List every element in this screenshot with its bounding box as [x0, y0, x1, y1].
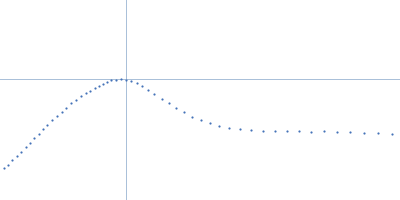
- Point: [198, 119, 204, 122]
- Point: [296, 130, 302, 133]
- Point: [389, 132, 395, 135]
- Point: [87, 89, 93, 92]
- Point: [82, 91, 89, 95]
- Point: [22, 146, 29, 149]
- Point: [73, 98, 79, 101]
- Point: [139, 85, 146, 88]
- Point: [40, 128, 46, 131]
- Point: [128, 79, 134, 83]
- Point: [31, 137, 38, 140]
- Point: [216, 124, 222, 127]
- Point: [63, 106, 70, 109]
- Point: [189, 115, 195, 118]
- Point: [68, 102, 74, 105]
- Point: [54, 114, 60, 118]
- Point: [108, 79, 114, 82]
- Point: [58, 110, 65, 113]
- Point: [237, 127, 243, 131]
- Point: [284, 129, 290, 132]
- Point: [36, 132, 42, 135]
- Point: [100, 82, 106, 85]
- Point: [308, 130, 314, 134]
- Point: [248, 128, 254, 132]
- Point: [272, 130, 278, 133]
- Point: [145, 88, 151, 92]
- Point: [104, 80, 110, 83]
- Point: [18, 150, 24, 154]
- Point: [27, 141, 33, 144]
- Point: [96, 84, 102, 87]
- Point: [78, 95, 84, 98]
- Point: [321, 130, 327, 133]
- Point: [226, 126, 232, 129]
- Point: [181, 111, 187, 114]
- Point: [44, 123, 50, 127]
- Point: [347, 131, 353, 134]
- Point: [206, 122, 213, 125]
- Point: [166, 102, 172, 105]
- Point: [334, 130, 340, 133]
- Point: [113, 78, 119, 81]
- Point: [158, 97, 165, 100]
- Point: [151, 93, 158, 96]
- Point: [14, 155, 20, 158]
- Point: [118, 77, 124, 81]
- Point: [375, 131, 381, 135]
- Point: [9, 159, 15, 162]
- Point: [92, 87, 98, 90]
- Point: [5, 163, 11, 166]
- Point: [361, 131, 367, 135]
- Point: [260, 129, 266, 132]
- Point: [123, 78, 129, 81]
- Point: [134, 82, 140, 85]
- Point: [1, 167, 7, 170]
- Point: [49, 119, 55, 122]
- Point: [173, 106, 179, 109]
